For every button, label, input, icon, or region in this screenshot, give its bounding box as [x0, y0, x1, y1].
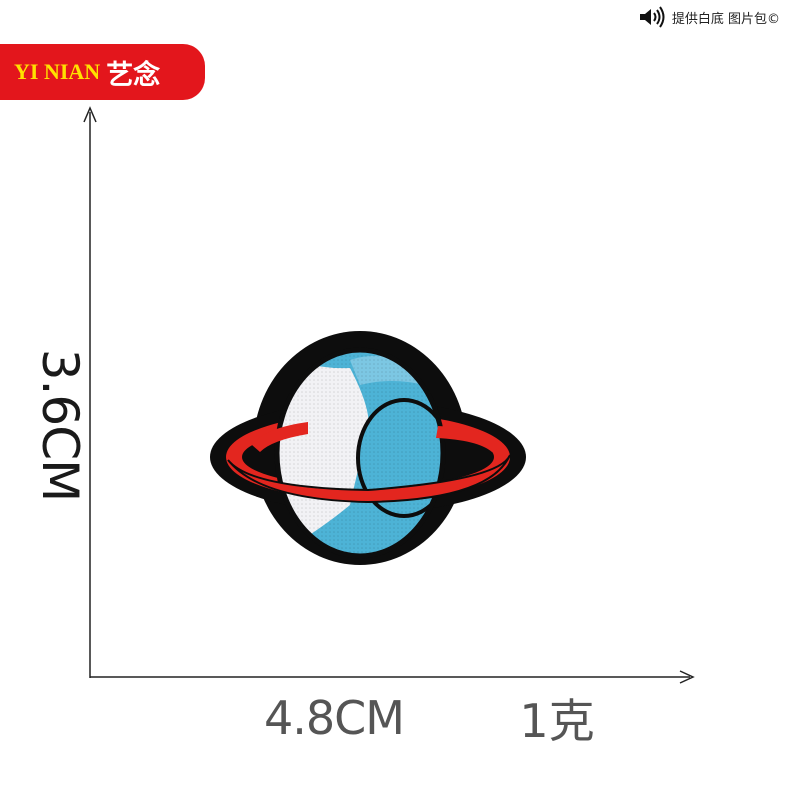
brand-name-cjk: 艺念 — [106, 59, 161, 91]
brand-badge: YI NIAN 艺念 — [0, 44, 205, 100]
watermark: 提供白底 图片包© — [638, 6, 780, 28]
speaker-icon — [639, 6, 665, 28]
weight-label: 1克 — [519, 694, 595, 748]
watermark-text: 提供白底 图片包© — [671, 11, 780, 27]
planet-body — [277, 350, 443, 556]
ring-front — [227, 454, 511, 504]
brand-name-latin: YI NIAN — [14, 59, 101, 84]
horizontal-axis-arrow — [679, 670, 695, 684]
vertical-axis-arrow — [83, 106, 97, 123]
width-label: 4.8CM — [264, 691, 405, 745]
planet-patch-icon — [210, 331, 526, 565]
height-label: 3.6CM — [31, 348, 89, 502]
